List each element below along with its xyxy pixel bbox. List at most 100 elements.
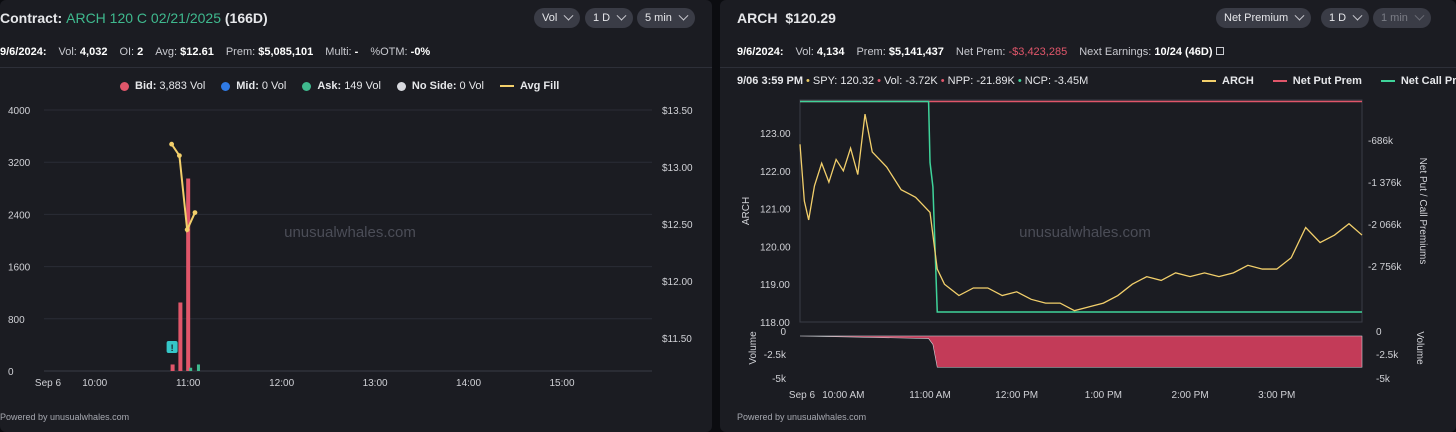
net-call-prem-line bbox=[800, 100, 1362, 313]
line-swatch-icon bbox=[1202, 80, 1216, 82]
avg-fill-point bbox=[176, 153, 182, 159]
range-dropdown-label: 1 D bbox=[1329, 12, 1347, 24]
powered-by[interactable]: Powered by unusualwhales.com bbox=[0, 412, 130, 422]
contract-panel: Contract: ARCH 120 C 02/21/2025 (166D) V… bbox=[0, 0, 712, 432]
legend-avgfill[interactable]: Avg Fill bbox=[499, 80, 562, 92]
contract-header: Contract: ARCH 120 C 02/21/2025 (166D) V… bbox=[0, 0, 712, 36]
event-marker-label: ! bbox=[171, 343, 174, 353]
stat-date: 9/6/2024: bbox=[737, 46, 784, 58]
y-tick-label: 118.00 bbox=[760, 318, 790, 329]
contract-title: Contract: ARCH 120 C 02/21/2025 (166D) bbox=[0, 10, 268, 26]
y2-tick-label: $13.00 bbox=[662, 163, 693, 174]
volume-chart[interactable]: 0 800 1600 2400 3200 4000 $11.50 $12.00 $12.50 $1… bbox=[0, 0, 712, 432]
x-tick-label: 13:00 bbox=[363, 378, 388, 389]
watermark: unusualwhales.com bbox=[284, 224, 416, 241]
premium-type-label: Net Premium bbox=[1224, 12, 1289, 24]
x-tick-label: 1:00 PM bbox=[1085, 390, 1122, 401]
y-tick-label: 3200 bbox=[8, 158, 31, 169]
interval-dropdown-label: 1 min bbox=[1381, 12, 1408, 24]
premium-chart[interactable]: 118.00 119.00 120.00 121.00 122.00 123.00 -686… bbox=[720, 0, 1456, 432]
contract-name[interactable]: ARCH 120 C 02/21/2025 bbox=[66, 10, 221, 26]
line-swatch-icon bbox=[1272, 80, 1287, 82]
legend-arch[interactable]: ARCH bbox=[1202, 75, 1257, 87]
bar-bid bbox=[186, 178, 191, 371]
y-tick-label: 119.00 bbox=[760, 280, 790, 291]
volume-tick-label-right: -2.5k bbox=[1376, 350, 1399, 361]
plot-frame bbox=[799, 99, 1363, 323]
ticker-stats: 9/6/2024: Vol: 4,134 Prem: $5,141,437 Ne… bbox=[737, 40, 1236, 64]
y-tick-label: 120.00 bbox=[760, 242, 791, 253]
stat-vol: Vol: 4,134 bbox=[795, 46, 845, 58]
legend-bid[interactable]: Bid: 3,883 Vol bbox=[120, 80, 205, 92]
y-tick-label: 4000 bbox=[8, 106, 31, 117]
line-swatch-icon bbox=[499, 85, 514, 87]
interval-dropdown-label: 5 min bbox=[645, 12, 672, 24]
range-dropdown[interactable]: 1 D bbox=[1321, 8, 1370, 28]
premium-type-dropdown[interactable]: Net Premium bbox=[1216, 8, 1312, 28]
y-tick-label: 800 bbox=[8, 315, 25, 326]
x-tick-label: 2:00 PM bbox=[1171, 390, 1208, 401]
legend-ask[interactable]: Ask: 149 Vol bbox=[302, 80, 381, 92]
info-sep: • bbox=[806, 75, 810, 87]
volume-area bbox=[799, 335, 1363, 368]
premium-legend: ARCH Net Put Prem Net Call Prem bbox=[1202, 75, 1456, 87]
avg-fill-point bbox=[169, 141, 175, 147]
x-tick-label: 3:00 PM bbox=[1258, 390, 1295, 401]
bar-ask bbox=[196, 364, 200, 371]
metric-dropdown[interactable]: Vol bbox=[534, 8, 581, 28]
info-ncp: NCP: -3.45M bbox=[1024, 75, 1089, 87]
premium-panel: ARCH $120.29 Net Premium 1 D 1 min 9/6/2… bbox=[720, 0, 1456, 432]
info-sep: • bbox=[940, 75, 945, 87]
stat-otm: %OTM: -0% bbox=[370, 46, 431, 58]
stat-net-prem: Net Prem: -$3,423,285 bbox=[955, 46, 1068, 58]
stat-prem: Prem: $5,141,437 bbox=[856, 46, 944, 58]
volume-tick-label: -2.5k bbox=[764, 350, 787, 361]
header-divider bbox=[0, 67, 712, 68]
legend-noside[interactable]: No Side: 0 Vol bbox=[396, 80, 484, 92]
x-tick-label: Sep 6 bbox=[35, 378, 62, 389]
legend-net-call[interactable]: Net Call Prem bbox=[1380, 75, 1456, 87]
volume-tick-label: 0 bbox=[780, 327, 786, 338]
volume-tick-label: -5k bbox=[772, 374, 787, 385]
info-npp: NPP: -21.89K bbox=[947, 75, 1015, 87]
info-time: 9/06 3:59 PM bbox=[737, 75, 804, 87]
external-link-icon[interactable] bbox=[1215, 47, 1224, 55]
bid-dot-icon bbox=[120, 81, 129, 91]
x-tick-label: Sep 6 bbox=[789, 390, 816, 401]
range-dropdown-label: 1 D bbox=[593, 12, 611, 24]
x-tick-label: 11:00 AM bbox=[909, 390, 951, 401]
x-tick-label: 10:00 AM bbox=[822, 390, 864, 401]
y-tick-label: 121.00 bbox=[760, 205, 791, 216]
ticker-symbol[interactable]: ARCH bbox=[737, 10, 778, 26]
range-dropdown[interactable]: 1 D bbox=[585, 8, 634, 28]
y2-tick-label: -2 756k bbox=[1368, 262, 1402, 273]
mid-dot-icon bbox=[221, 81, 231, 91]
crosshair-info: 9/06 3:59 PM • SPY: 120.32 • Vol: -3.72K • NPP… bbox=[737, 75, 1088, 87]
y2-tick-label: $12.00 bbox=[662, 277, 693, 288]
x-tick-label: 14:00 bbox=[456, 378, 481, 389]
stat-next-earnings[interactable]: Next Earnings: 10/24 (46D) bbox=[1079, 46, 1224, 58]
volume-legend: Bid: 3,883 Vol Mid: 0 Vol Ask: 149 Vol No S… bbox=[120, 80, 578, 92]
legend-net-put[interactable]: Net Put Prem bbox=[1272, 75, 1365, 87]
x-tick-label: 10:00 bbox=[82, 378, 107, 389]
powered-by[interactable]: Powered by unusualwhales.com bbox=[737, 412, 867, 422]
interval-dropdown[interactable]: 5 min bbox=[637, 8, 695, 28]
legend-mid[interactable]: Mid: 0 Vol bbox=[221, 80, 286, 92]
bar-bid bbox=[178, 302, 183, 371]
noside-dot-icon bbox=[396, 81, 406, 91]
header-divider bbox=[720, 67, 1456, 68]
contract-stats: 9/6/2024: Vol: 4,032 OI: 2 Avg: $12.61 P… bbox=[0, 40, 442, 64]
stat-date: 9/6/2024: bbox=[0, 46, 47, 58]
volume-tick-label-right: -5k bbox=[1376, 374, 1391, 385]
y2-tick-label: $13.50 bbox=[662, 106, 693, 117]
metric-dropdown-label: Vol bbox=[542, 12, 558, 24]
info-spy: SPY: 120.32 bbox=[812, 75, 875, 87]
avg-fill-point bbox=[184, 227, 190, 233]
ticker-price: $120.29 bbox=[785, 10, 836, 26]
bar-bid bbox=[170, 364, 175, 371]
ticker-title: ARCH $120.29 bbox=[737, 10, 836, 26]
y2-tick-label: -2 066k bbox=[1368, 220, 1402, 231]
contract-title-prefix: Contract: bbox=[0, 10, 63, 26]
contract-days: (166D) bbox=[224, 10, 268, 26]
watermark: unusualwhales.com bbox=[1019, 224, 1151, 241]
